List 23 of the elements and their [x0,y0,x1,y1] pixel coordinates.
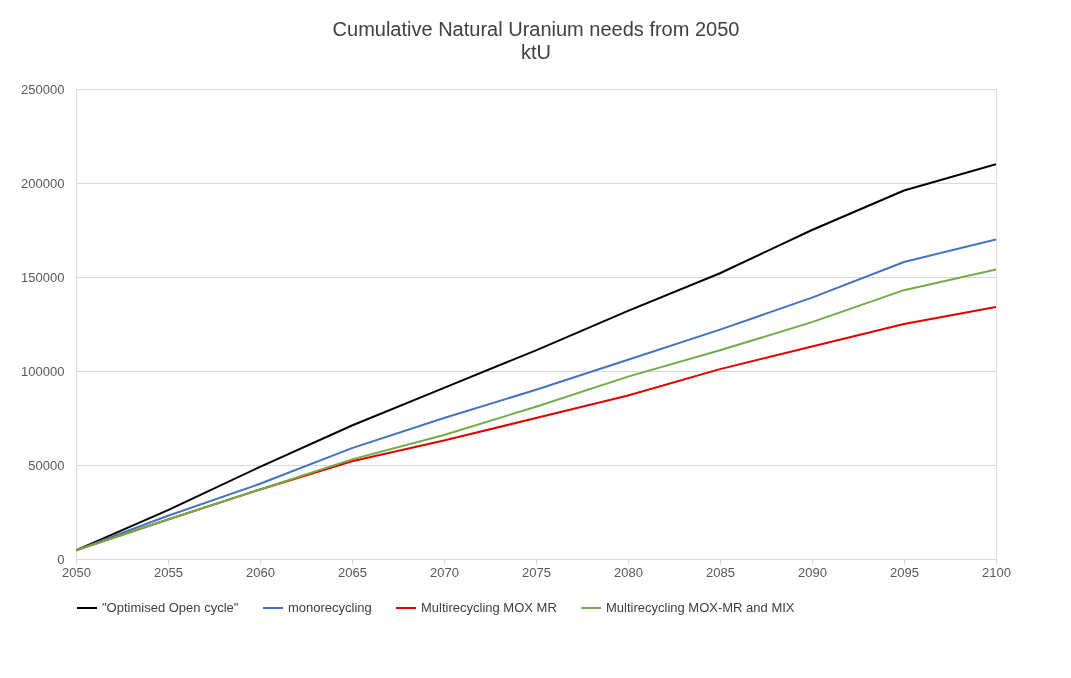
x-tick-label: 2100 [982,564,1011,580]
x-tick-label: 2055 [154,564,183,580]
y-tick-label: 150000 [21,269,65,285]
x-tick-label: 2065 [338,564,367,580]
y-tick-label: 100000 [21,363,65,379]
x-tick-label: 2085 [706,564,735,580]
y-tick-label: 0 [57,551,65,567]
legend-label: Multirecycling MOX MR [421,600,557,615]
legend-label: Multirecycling MOX-MR and MIX [606,600,795,615]
y-tick-label: 200000 [21,175,65,191]
chart-subtitle: ktU [521,41,551,63]
x-tick-label: 2080 [614,564,643,580]
legend-label: "Optimised Open cycle" [102,600,239,615]
chart-title: Cumulative Natural Uranium needs from 2050 [332,18,740,40]
x-tick-label: 2070 [430,564,459,580]
y-tick-label: 250000 [21,81,65,97]
x-tick-label: 2050 [62,564,91,580]
y-tick-label: 50000 [28,457,65,473]
x-tick-label: 2095 [890,564,919,580]
x-tick-label: 2075 [522,564,551,580]
legend-label: monorecycling [288,600,372,615]
x-tick-label: 2090 [798,564,827,580]
x-tick-label: 2060 [246,564,275,580]
